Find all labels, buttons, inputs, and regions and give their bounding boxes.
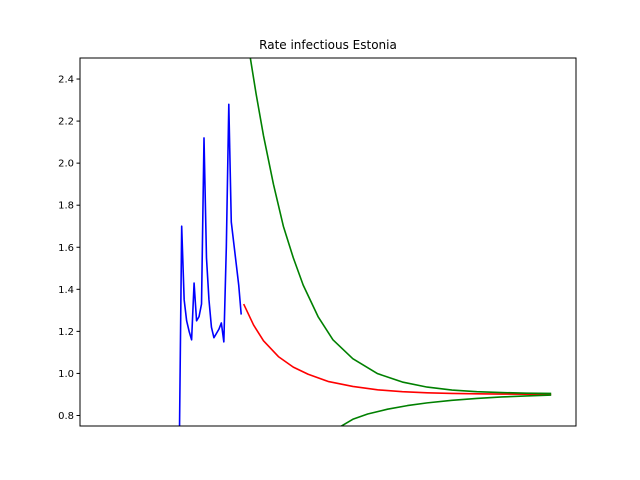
y-tick-label: 2.4 (58, 75, 74, 86)
y-tick-label: 1.0 (58, 369, 74, 380)
y-tick-label: 2.2 (58, 117, 74, 128)
y-tick-label: 1.8 (58, 201, 74, 212)
y-tick-label: 2.0 (58, 159, 74, 170)
chart-title: Rate infectious Estonia (259, 38, 397, 52)
series-line-2 (242, 303, 552, 396)
series-line-4 (339, 394, 552, 426)
series-line-3 (249, 58, 552, 395)
plot-frame (79, 57, 577, 427)
y-tick-label: 0.8 (58, 411, 74, 422)
y-tick-label: 1.2 (58, 327, 74, 338)
series-layer (178, 58, 552, 426)
y-axis: 0.8 1.0 1.2 1.4 1.6 1.8 2.0 2.2 2.4 (58, 75, 80, 422)
series-line-1 (178, 103, 242, 426)
y-tick-label: 1.6 (58, 243, 74, 254)
y-tick-label: 1.4 (58, 285, 74, 296)
